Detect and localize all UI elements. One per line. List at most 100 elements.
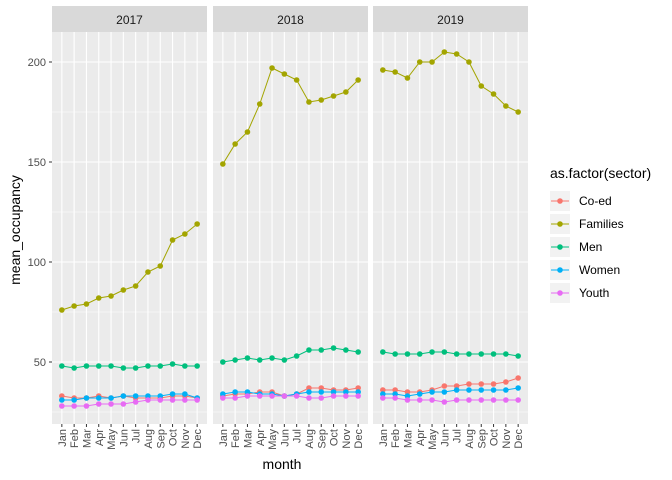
y-tick-label: 50 [34, 357, 46, 369]
data-point-men [515, 353, 521, 359]
legend-key-point [557, 290, 563, 296]
data-point-youth [515, 397, 521, 403]
data-point-women [343, 389, 349, 395]
legend-title: as.factor(sector) [550, 165, 651, 181]
data-point-women [490, 387, 497, 393]
data-point-women [441, 389, 448, 395]
data-point-women [145, 393, 151, 399]
data-point-women [515, 385, 521, 391]
data-point-co-ed [306, 385, 312, 391]
data-point-men [59, 363, 65, 369]
x-tick-label: Sep [155, 429, 167, 449]
data-point-youth [232, 395, 238, 401]
data-point-youth [169, 397, 176, 403]
data-point-women [429, 389, 435, 395]
x-tick-label: Mar [81, 429, 93, 448]
data-point-youth [120, 401, 127, 407]
data-point-families [71, 303, 77, 309]
data-point-co-ed [515, 375, 521, 381]
x-tick-label: Oct [489, 429, 501, 446]
data-point-men [169, 361, 176, 367]
data-point-women [182, 391, 188, 397]
x-tick-label: Jun [439, 429, 451, 447]
x-tick-label: Jul [452, 429, 464, 443]
data-point-men [220, 359, 226, 365]
data-point-families [441, 49, 448, 55]
data-point-families [416, 59, 423, 65]
data-point-families [120, 287, 127, 293]
data-point-women [330, 389, 337, 395]
x-tick-label: Jan [218, 429, 230, 447]
x-tick-label: Jun [118, 429, 130, 447]
x-tick-label: May [267, 429, 279, 450]
data-point-families [108, 293, 114, 299]
data-point-women [169, 391, 176, 397]
data-point-men [145, 363, 151, 369]
data-point-women [503, 387, 509, 393]
data-point-youth [478, 397, 485, 403]
data-point-men [281, 357, 288, 363]
data-point-men [132, 365, 139, 371]
data-point-co-ed [355, 385, 361, 391]
x-tick-label: Jul [292, 429, 304, 443]
data-point-co-ed [453, 383, 460, 389]
data-point-youth [293, 393, 300, 399]
data-point-youth [220, 395, 226, 401]
data-point-women [157, 393, 164, 399]
data-point-men [306, 347, 312, 353]
x-tick-label: Nov [180, 429, 192, 449]
data-point-families [453, 51, 460, 57]
x-tick-label: Dec [513, 429, 525, 449]
x-tick-label: Apr [255, 429, 267, 446]
data-point-families [157, 263, 164, 269]
data-point-women [478, 387, 485, 393]
x-tick-label: Feb [69, 429, 81, 448]
data-point-families [318, 97, 325, 103]
data-point-men [71, 365, 77, 371]
facet-strip [52, 6, 207, 32]
data-point-men [256, 357, 263, 363]
data-point-women [453, 387, 460, 393]
data-point-co-ed [503, 379, 509, 385]
data-point-women [220, 391, 226, 397]
data-point-families [429, 59, 435, 65]
data-point-youth [132, 399, 139, 405]
data-point-men [404, 351, 411, 357]
legend-item-men: Men [550, 237, 602, 257]
data-point-co-ed [478, 381, 485, 387]
data-point-youth [429, 397, 435, 403]
x-tick-label: Jan [378, 429, 390, 447]
data-point-youth [95, 401, 102, 407]
facet-panel-2017: 2017 Jan Feb Mar Apr May Jun Jul Aug Sep Oct Nov Dec [52, 6, 207, 450]
data-point-families [306, 99, 312, 105]
x-tick-label: Aug [143, 429, 155, 449]
data-point-women [95, 395, 102, 401]
data-point-families [466, 59, 472, 65]
data-point-youth [404, 397, 411, 403]
data-point-youth [503, 397, 509, 403]
legend-label: Youth [579, 286, 609, 300]
x-tick-label: Mar [402, 429, 414, 448]
data-point-families [59, 307, 65, 313]
data-point-men [355, 349, 361, 355]
x-tick-label: Apr [94, 429, 106, 446]
data-point-women [392, 391, 398, 397]
data-point-men [330, 345, 337, 351]
data-point-youth [157, 397, 164, 403]
data-point-women [71, 397, 77, 403]
data-point-families [244, 129, 251, 135]
panel-background [373, 32, 528, 424]
data-point-men [157, 363, 164, 369]
data-point-families [95, 295, 102, 301]
y-tick-label: 150 [28, 157, 46, 169]
data-point-families [490, 91, 497, 97]
data-point-women [83, 395, 90, 401]
y-tick-label: 200 [28, 57, 46, 69]
legend-key-point [557, 221, 563, 227]
data-point-youth [281, 393, 288, 399]
legend-key-point [557, 267, 563, 273]
data-point-men [490, 351, 497, 357]
data-point-youth [330, 393, 337, 399]
